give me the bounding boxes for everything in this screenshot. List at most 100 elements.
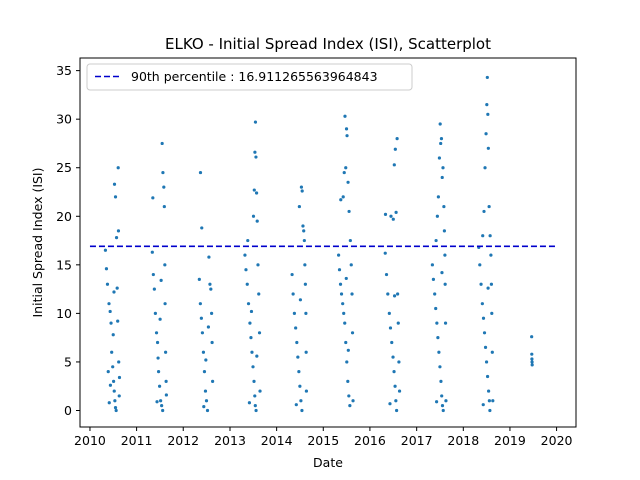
scatter-point xyxy=(156,356,160,360)
scatter-point xyxy=(160,404,164,408)
scatter-point xyxy=(390,340,394,345)
scatter-point xyxy=(299,399,303,403)
scatter-point xyxy=(294,403,298,407)
scatter-point xyxy=(153,311,157,315)
scatter-point xyxy=(105,282,110,286)
scatter-point xyxy=(530,357,534,361)
scatter-point xyxy=(395,408,399,413)
scatter-point xyxy=(304,350,308,354)
scatter-point xyxy=(435,400,439,404)
legend-box xyxy=(86,63,413,91)
scatter-point xyxy=(440,175,444,180)
scatter-point xyxy=(434,306,438,311)
scatter-point xyxy=(490,311,494,315)
plot-frame xyxy=(79,57,577,428)
scatter-point xyxy=(530,352,534,356)
scatter-point xyxy=(442,229,446,233)
scatter-point xyxy=(117,375,122,380)
scatter-point xyxy=(397,360,401,364)
scatter-point xyxy=(113,405,118,410)
scatter-point xyxy=(108,383,113,387)
scatter-point xyxy=(347,394,351,398)
x-tick-label: 2016 xyxy=(354,433,386,448)
scatter-point xyxy=(298,384,302,388)
y-tick-label: 20 xyxy=(56,209,72,224)
scatter-point xyxy=(112,290,116,294)
scatter-point xyxy=(397,389,402,393)
scatter-point xyxy=(252,379,256,383)
scatter-point xyxy=(488,408,492,413)
scatter-point xyxy=(343,321,347,325)
scatter-point xyxy=(386,292,390,296)
scatter-point xyxy=(115,286,119,290)
scatter-point xyxy=(485,103,489,107)
scatter-point xyxy=(440,404,445,408)
scatter-point xyxy=(303,282,307,286)
scatter-point xyxy=(247,401,252,405)
scatter-point xyxy=(486,146,490,150)
scatter-point xyxy=(443,321,448,325)
y-tick-label: 15 xyxy=(56,257,72,272)
scatter-point xyxy=(243,253,247,257)
scatter-point xyxy=(114,236,119,240)
scatter-point xyxy=(162,204,166,209)
scatter-point xyxy=(112,389,116,393)
scatter-point xyxy=(253,404,257,408)
scatter-point xyxy=(339,198,343,202)
scatter-point xyxy=(303,263,307,267)
scatter-point xyxy=(302,238,306,243)
scatter-point xyxy=(297,370,301,374)
scatter-point xyxy=(347,209,351,214)
scatter-point xyxy=(441,166,445,170)
scatter-point xyxy=(204,399,209,403)
scatter-point xyxy=(393,384,397,388)
scatter-point xyxy=(396,292,400,296)
scatter-point xyxy=(530,360,534,364)
scatter-point xyxy=(384,272,389,277)
scatter-point xyxy=(438,365,442,369)
scatter-point xyxy=(110,350,114,354)
scatter-point xyxy=(245,282,249,286)
scatter-point xyxy=(253,150,257,154)
scatter-point xyxy=(482,209,486,214)
scatter-point xyxy=(436,195,440,199)
scatter-point xyxy=(111,365,115,369)
scatter-point xyxy=(343,114,347,118)
x-axis: 2010 2011 2012 2013 2014 2015 2016 2017 2018 2019… xyxy=(74,427,573,448)
scatter-point xyxy=(198,170,203,175)
scatter-point xyxy=(254,155,258,159)
scatter-point xyxy=(151,272,155,277)
scatter-point xyxy=(249,336,253,340)
scatter-point xyxy=(292,311,296,315)
y-axis-label: Initial Spread Index (ISI) xyxy=(30,168,45,318)
scatter-point xyxy=(441,408,445,413)
scatter-point xyxy=(481,403,485,407)
scatter-point xyxy=(396,321,400,325)
scatter-point xyxy=(389,214,393,218)
scatter-point xyxy=(104,267,109,271)
scatter-point xyxy=(198,302,202,306)
scatter-point xyxy=(434,238,438,243)
scatter-point xyxy=(301,224,305,228)
legend-label: 90th percentile : 16.911265563964843 xyxy=(131,69,378,84)
scatter-point xyxy=(440,394,444,398)
x-tick-label: 2011 xyxy=(121,433,153,448)
scatter-point xyxy=(297,204,301,209)
scatter-point xyxy=(295,340,299,345)
scatter-point xyxy=(341,195,345,199)
scatter-point xyxy=(106,370,110,374)
scatter-point xyxy=(342,311,346,315)
scatter-point xyxy=(155,400,159,404)
scatter-point xyxy=(108,309,112,314)
chart-title: ELKO - Initial Spread Index (ISI), Scatt… xyxy=(165,35,491,53)
scatter-point xyxy=(255,219,259,223)
scatter-point xyxy=(246,302,251,306)
scatter-point xyxy=(350,331,355,335)
scatter-point xyxy=(254,408,258,413)
scatter-point xyxy=(113,195,118,199)
scatter-point xyxy=(159,399,163,403)
scatter-point xyxy=(488,234,492,238)
scatter-point xyxy=(339,292,344,296)
scatter-point xyxy=(208,282,212,286)
